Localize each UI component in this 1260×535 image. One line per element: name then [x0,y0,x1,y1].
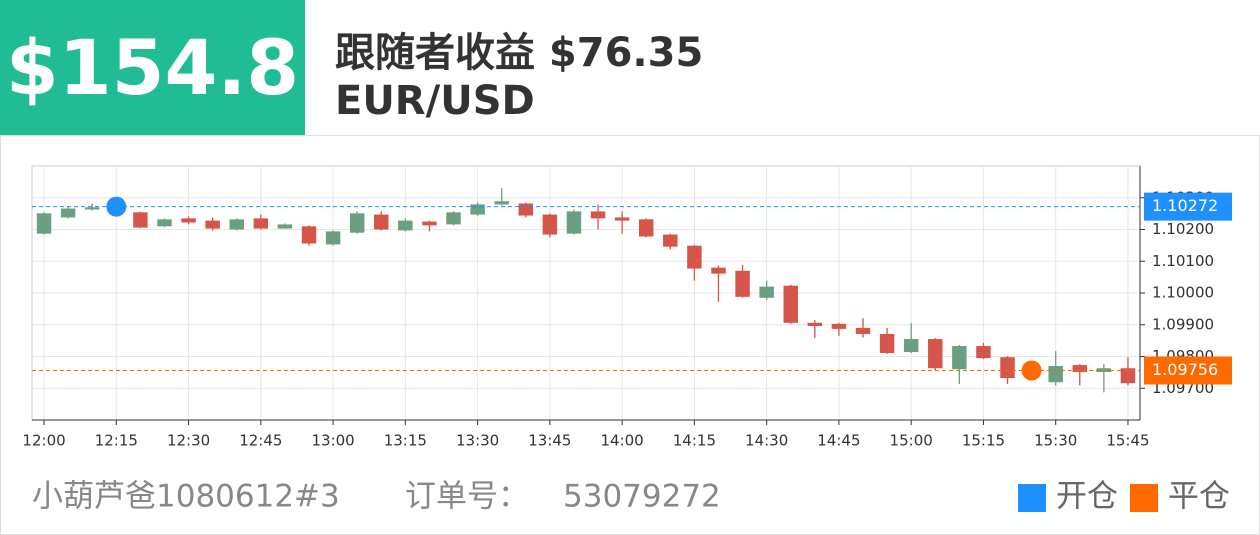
x-tick-label: 15:45 [1106,432,1149,450]
candle-body [590,211,606,219]
y-tick-label: 1.09900 [1152,315,1214,333]
x-tick-label: 14:15 [673,432,716,450]
candle-body [84,207,100,210]
x-tick-label: 12:45 [239,432,282,450]
candle-body [518,203,534,216]
candle-body [1072,365,1088,373]
x-tick-label: 13:15 [384,432,427,450]
candle-body [349,213,365,233]
candle-body [1000,357,1015,379]
candle-body [133,212,148,228]
x-tick-label: 13:00 [311,432,354,450]
follower-profit: 跟随者收益 $76.35 [335,30,704,76]
x-tick-label: 14:00 [601,432,644,450]
user-name: 小葫芦爸1080612#3 [32,479,340,515]
x-tick-label: 12:15 [95,432,138,450]
candle-body [735,270,750,297]
candle-body [759,286,774,298]
candle-body [446,212,461,225]
candle-body [879,333,895,354]
trade-marker [106,196,127,217]
candle-body [36,213,52,234]
order-label: 订单号： [405,479,529,515]
candle-body [542,214,558,235]
profit-amount: $154.8 [0,0,305,135]
candle-body [807,322,823,327]
candle-body [663,234,678,247]
legend-label: 开仓 [1056,479,1118,515]
x-tick-label: 13:30 [456,432,499,450]
x-tick-label: 15:15 [962,432,1005,450]
y-tick-label: 1.10200 [1152,220,1214,238]
candle-body [398,220,413,231]
candle-body [60,208,76,218]
candle-body [1120,368,1136,384]
candle-body [253,218,269,229]
x-tick-label: 15:30 [1034,432,1077,450]
x-tick-label: 14:30 [745,432,788,450]
candle-body [638,219,654,237]
candle-body [976,346,991,359]
candle-body [494,201,509,205]
panel-border [0,135,1260,535]
candle-body [181,218,196,223]
candle-body [422,221,437,226]
legend-swatch [1018,484,1046,512]
candle-body [687,245,702,269]
y-tick-label: 1.10100 [1152,252,1214,270]
candle-body [711,267,726,274]
price-label-box [1144,356,1232,385]
x-tick-label: 14:45 [817,432,860,450]
x-tick-label: 15:00 [890,432,933,450]
price-label: 1.09756 [1152,360,1218,379]
candle-body [1048,366,1063,383]
trade-marker [1021,360,1042,381]
candle-body [855,327,871,334]
price-label: 1.10272 [1152,196,1218,215]
candle-body [301,226,317,244]
candle-body [614,217,630,221]
candle-body [325,231,341,245]
candle-body [928,339,943,369]
candle-body [831,323,847,329]
candle-body [157,219,172,227]
candle-body [952,346,967,370]
candle-body [229,219,244,230]
legend-swatch [1130,484,1158,512]
order-number: 53079272 [563,479,721,515]
legend-label: 平仓 [1168,479,1230,515]
candle-body [566,211,582,234]
candle-body [205,220,220,229]
x-tick-label: 12:00 [22,432,65,450]
symbol: EUR/USD [335,78,535,124]
candle-body [470,204,485,215]
price-label-box [1144,192,1232,221]
x-tick-label: 13:45 [528,432,571,450]
x-tick-label: 12:30 [167,432,210,450]
candle-body [903,339,919,353]
candle-body [277,224,293,229]
candle-body [783,285,798,323]
candle-body [374,214,389,230]
y-tick-label: 1.10000 [1152,284,1214,302]
